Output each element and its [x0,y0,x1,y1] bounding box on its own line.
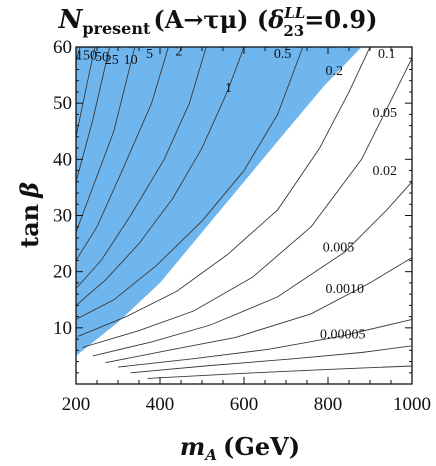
x-tick-label: 200 [62,394,91,415]
contour-line-2 [76,47,207,289]
x-tick-label: 800 [314,394,343,415]
contour-label-0.00005: 0.00005 [320,328,366,343]
contour-line-0.05 [92,181,412,357]
contour-label-10: 10 [124,53,138,68]
contour-line-0.02 [105,257,412,364]
chart-title: Npresent (A→τμ) (δLL 23=0.9) [58,4,378,40]
y-tick-label: 40 [53,149,72,170]
contour-label-0.02: 0.02 [372,164,397,179]
title-close: ) [366,5,377,34]
y-tick-label: 30 [53,206,72,227]
x-tick-label: 400 [146,394,175,415]
y-tick-label: 50 [53,93,72,114]
contour-label-50: 50 [95,50,109,65]
contour-line-0.2 [77,47,371,337]
y-axis-label: tan β [15,182,44,248]
x-axis-subscript: A [203,446,217,464]
y-axis-symbol: tan [15,204,44,248]
x-axis-label: mA (GeV) [180,432,300,464]
contour-line-0.0010 [130,345,412,374]
contour-line-50 [76,47,96,137]
title-process: (A→τμ) [153,5,248,34]
contour-label-0.0010: 0.0010 [326,282,365,297]
title-delta-symbol: δ [267,5,284,34]
contour-label-1: 1 [225,81,232,96]
contour-line-1 [76,47,245,306]
x-tick-label: 600 [230,394,259,415]
contour-line-10 [76,47,136,233]
y-tick-label: 20 [53,262,72,283]
x-tick-label: 1000 [393,394,431,415]
title-subscript: present [82,19,151,38]
contour-line-5 [76,47,169,261]
contour-label-150: 150 [76,48,97,63]
contour-line-0.1 [82,57,412,348]
contour-label-0.5: 0.5 [274,47,292,62]
contour-label-0.05: 0.05 [372,106,397,121]
contour-line-0.5 [76,47,304,320]
y-tick-label: 60 [53,37,72,58]
contour-label-0.2: 0.2 [326,64,344,79]
title-symbol: N [58,5,84,35]
contour-label-5: 5 [146,47,153,62]
contour-label-2: 2 [175,44,182,59]
title-delta-superscript: LL [283,4,305,22]
contour-label-25: 25 [105,53,119,68]
title-delta-subscript: 23 [283,22,304,40]
y-axis-greek: β [15,182,44,199]
x-axis-unit: (GeV) [223,432,300,461]
y-tick-label: 10 [53,318,72,339]
x-axis-symbol: m [180,432,205,461]
contour-label-0.005: 0.005 [323,240,355,255]
contour-line-0.00005 [147,365,412,379]
title-delta-value: =0.9 [304,5,366,34]
contour-line-25 [76,47,111,182]
contour-line-0.005 [117,318,412,368]
contour-label-0.1: 0.1 [378,47,396,62]
